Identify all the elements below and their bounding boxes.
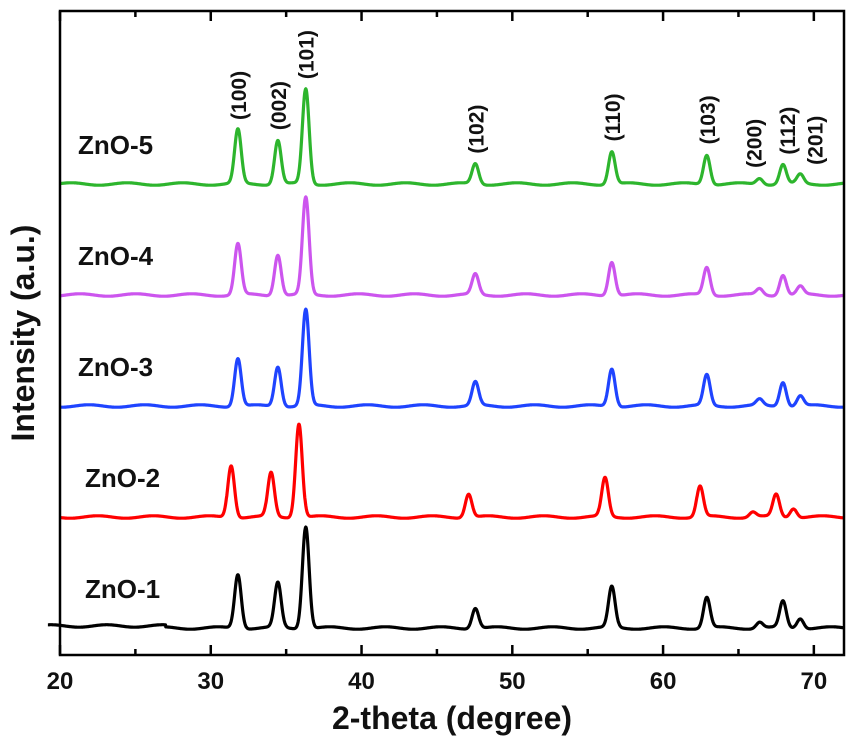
- series-label-zno-4: ZnO-4: [78, 241, 154, 271]
- series-label-zno-2: ZnO-2: [85, 463, 160, 493]
- peak-label-002: (002): [268, 81, 291, 130]
- peak-label-201: (201): [804, 116, 827, 165]
- peak-label-100: (100): [228, 71, 251, 120]
- plot-frame: [58, 9, 846, 657]
- x-tick-label: 20: [47, 668, 74, 695]
- series-layer: [46, 87, 845, 631]
- peak-label-101: (101): [296, 30, 319, 79]
- series-label-zno-1: ZnO-1: [85, 574, 160, 604]
- y-axis-title: Intensity (a.u.): [5, 225, 41, 442]
- peak-label-layer: (100) (002)(101) (102) (110) (103) (200) (112)…: [228, 30, 827, 168]
- x-tick-label: 30: [197, 668, 224, 695]
- peak-label-112: (112): [777, 107, 800, 155]
- series-label-zno-5: ZnO-5: [78, 130, 153, 160]
- x-tick-layer: 20 30 40 50 60 70: [47, 11, 827, 695]
- series-label-layer: ZnO-1 ZnO-2 ZnO-3 ZnO-4 ZnO-5: [78, 130, 160, 604]
- series-line-zno-5: [58, 87, 845, 187]
- x-tick-label: 70: [800, 668, 827, 695]
- peak-label-103: (103): [697, 95, 720, 144]
- x-axis-title: 2-theta (degree): [332, 700, 572, 736]
- series-line-zno-1: [46, 525, 845, 631]
- series-line-zno-3: [58, 307, 845, 409]
- series-line-zno-4: [58, 195, 845, 298]
- peak-label-200: (200): [744, 119, 767, 168]
- peak-label-110: (110): [602, 93, 625, 141]
- x-tick-label: 60: [650, 668, 677, 695]
- x-tick-label: 40: [348, 668, 375, 695]
- x-tick-label: 50: [499, 668, 526, 695]
- series-line-zno-2: [58, 422, 845, 520]
- peak-label-102: (102): [465, 105, 488, 154]
- series-label-zno-3: ZnO-3: [78, 352, 153, 382]
